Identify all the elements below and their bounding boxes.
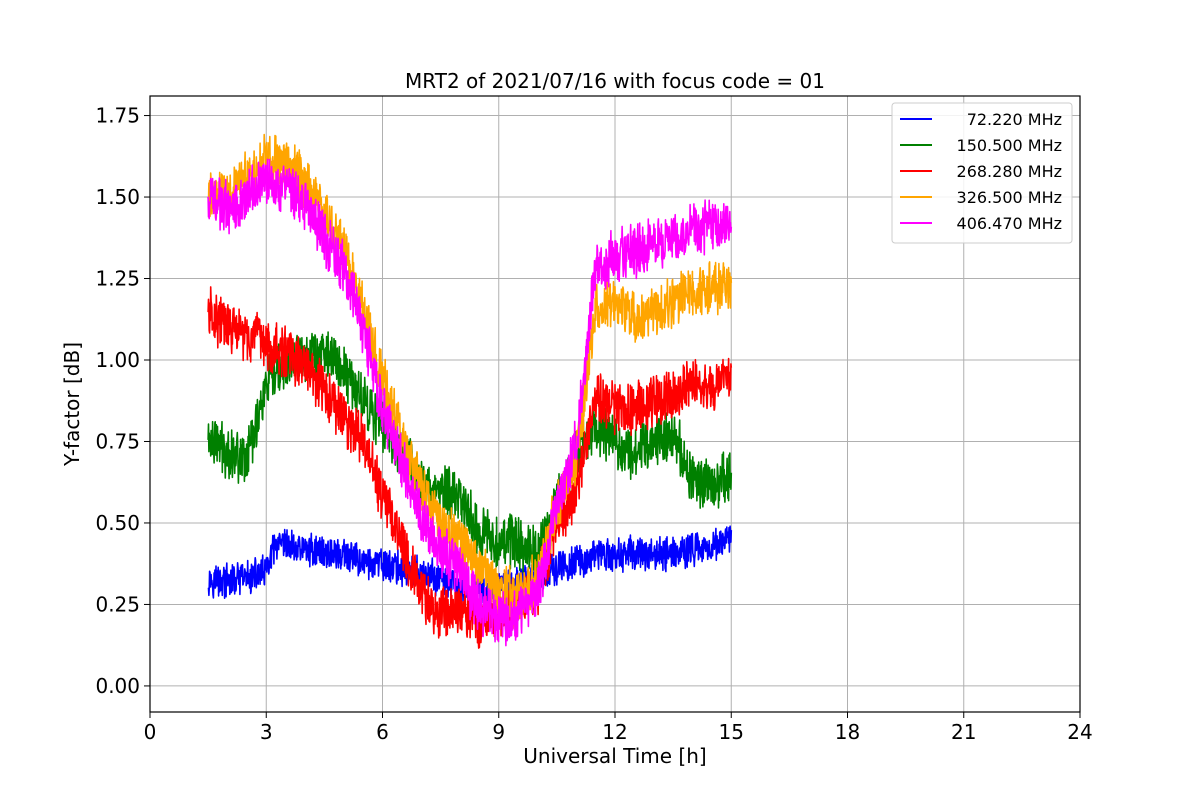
- y-tick-label: 1.75: [95, 104, 140, 128]
- y-tick-label: 0.25: [95, 592, 140, 616]
- legend-label: 326.500 MHz: [957, 188, 1062, 207]
- y-tick-label: 1.00: [95, 348, 140, 372]
- x-axis-label: Universal Time [h]: [523, 744, 706, 768]
- x-tick-label: 0: [144, 720, 157, 744]
- y-axis-label: Y-factor [dB]: [60, 342, 84, 467]
- series-line: [207, 158, 733, 647]
- legend: 72.220 MHz 150.500 MHz 268.280 MHz 326.500 …: [891, 102, 1073, 244]
- y-ticks: 0.00 0.25 0.50 0.75 1.00 1.25 1.50 1.75: [95, 104, 150, 698]
- x-tick-label: 3: [260, 720, 273, 744]
- x-tick-label: 6: [376, 720, 389, 744]
- y-tick-label: 0.00: [95, 674, 140, 698]
- x-tick-label: 18: [835, 720, 860, 744]
- x-tick-label: 21: [951, 720, 976, 744]
- chart-title: MRT2 of 2021/07/16 with focus code = 01: [405, 69, 825, 93]
- y-tick-label: 1.50: [95, 185, 140, 209]
- legend-label: 268.280 MHz: [957, 162, 1062, 181]
- series-group: [207, 133, 733, 649]
- y-tick-label: 0.75: [95, 429, 140, 453]
- x-tick-label: 9: [492, 720, 505, 744]
- y-tick-label: 1.25: [95, 267, 140, 291]
- legend-label: 72.220 MHz: [967, 110, 1062, 129]
- x-tick-label: 15: [719, 720, 744, 744]
- y-tick-label: 0.50: [95, 511, 140, 535]
- legend-label: 150.500 MHz: [957, 136, 1062, 155]
- x-ticks: 0 3 6 9 12 15 18 21 24: [144, 712, 1093, 744]
- legend-box: [891, 102, 1073, 244]
- legend-label: 406.470 MHz: [957, 214, 1062, 233]
- x-tick-label: 24: [1067, 720, 1092, 744]
- x-tick-label: 12: [602, 720, 627, 744]
